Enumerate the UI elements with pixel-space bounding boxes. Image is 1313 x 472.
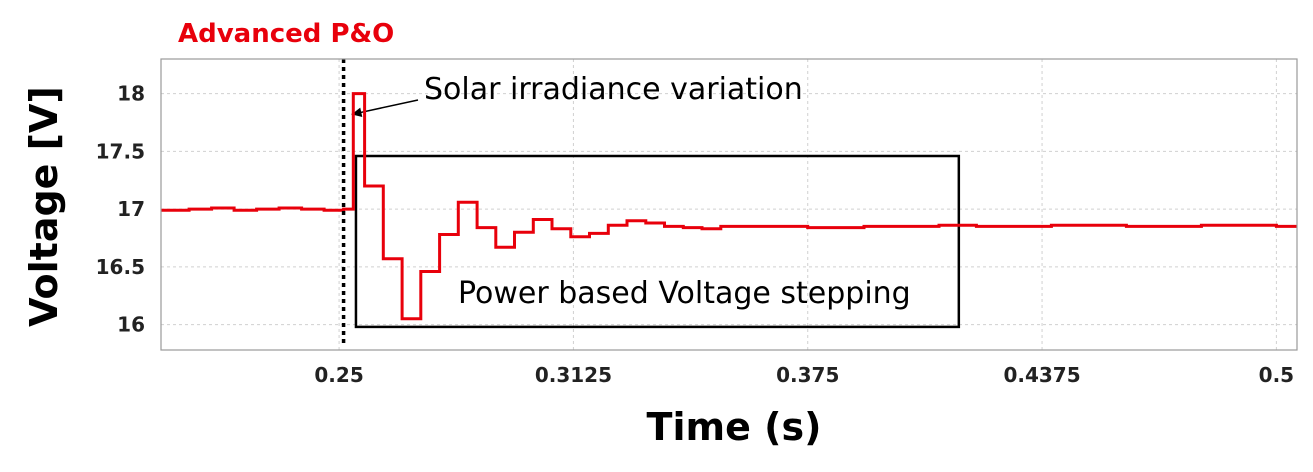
x-tick-label: 0.3125 <box>535 363 612 387</box>
plot-frame <box>160 58 1298 351</box>
plot-area-border <box>160 58 1298 351</box>
chart-title: Advanced P&O <box>178 19 394 49</box>
annotation-shapes <box>351 99 961 329</box>
y-axis-title: Voltage [V] <box>22 86 66 327</box>
x-tick-label: 0.5 <box>1259 363 1294 387</box>
series-layer <box>161 59 1297 346</box>
irradiance-annotation: Solar irradiance variation <box>424 72 803 107</box>
voltage-series-line <box>161 92 1297 321</box>
voltage-stepping-annotation: Power based Voltage stepping <box>458 276 911 311</box>
y-tick-label: 17.5 <box>96 139 145 163</box>
tick-labels: 0.25 0.3125 0.375 0.4375 0.5 16 16.5 17 17.5 18 <box>96 82 1294 387</box>
y-tick-label: 16 <box>117 313 145 337</box>
x-tick-label: 0.25 <box>314 363 363 387</box>
x-tick-label: 0.375 <box>776 363 839 387</box>
y-tick-label: 18 <box>117 82 145 106</box>
x-tick-label: 0.4375 <box>1003 363 1080 387</box>
x-axis-title: Time (s) <box>647 405 822 449</box>
annotation-box <box>354 154 961 329</box>
y-tick-label: 16.5 <box>96 255 145 279</box>
annotation-arrow-line <box>351 99 419 116</box>
grid-lines <box>161 59 1297 350</box>
y-tick-label: 17 <box>117 197 145 221</box>
